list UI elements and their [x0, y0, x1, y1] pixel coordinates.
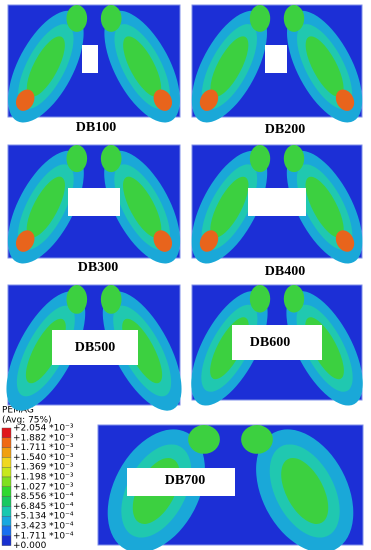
hot-spot — [199, 230, 219, 252]
opening — [52, 330, 138, 365]
hot-spot — [153, 230, 173, 252]
opening — [248, 188, 306, 216]
panel-label: DB300 — [78, 260, 118, 275]
legend-swatch — [1, 525, 12, 537]
legend-swatch — [1, 516, 12, 527]
legend-swatch — [1, 457, 12, 468]
contour-band — [26, 176, 65, 238]
hot-spot — [153, 89, 173, 111]
contour-band — [66, 145, 88, 173]
legend-label: +1.027 *10⁻³ — [13, 482, 74, 492]
legend-title: PEMAG — [2, 406, 34, 416]
legend-label: +3.423 *10⁻⁴ — [13, 522, 74, 532]
legend-label: +2.054 *10⁻³ — [13, 424, 74, 434]
contour-band — [188, 425, 220, 454]
contour-band — [100, 145, 122, 173]
legend-label: +5.134 *10⁻⁴ — [13, 512, 74, 522]
opening — [82, 45, 98, 73]
contour-band — [283, 285, 305, 313]
legend-label: +1.711 *10⁻³ — [13, 443, 74, 453]
contour-band — [66, 285, 88, 314]
contour-band — [249, 285, 271, 313]
contour-band — [305, 176, 344, 238]
contour-band — [305, 36, 344, 97]
opening — [232, 325, 322, 360]
legend-label: +1.198 *10⁻³ — [13, 473, 74, 483]
panel-label: DB600 — [250, 335, 290, 350]
panel-label: DB700 — [165, 473, 205, 488]
legend-label: +1.882 *10⁻³ — [13, 433, 74, 443]
contour-band — [249, 145, 271, 173]
legend-swatch — [1, 506, 12, 517]
legend-swatch — [1, 447, 12, 458]
hot-spot — [15, 89, 35, 111]
contour-band — [241, 425, 273, 454]
contour-band — [283, 5, 305, 32]
hot-spot — [335, 89, 355, 111]
contour-band — [66, 5, 88, 32]
legend-label: +6.845 *10⁻⁴ — [13, 502, 74, 512]
panel-label: DB100 — [76, 120, 116, 135]
legend-label: +1.711 *10⁻⁴ — [13, 531, 74, 541]
contour-band — [100, 285, 122, 314]
legend-label: +1.540 *10⁻³ — [13, 453, 74, 463]
legend-swatch — [1, 486, 12, 497]
legend-label: +8.556 *10⁻⁴ — [13, 492, 74, 502]
panel-label: DB200 — [265, 122, 305, 137]
contour-band — [123, 176, 162, 238]
hot-spot — [15, 230, 35, 252]
legend-swatch — [1, 476, 12, 488]
contour-band — [100, 5, 122, 32]
panel-label: DB500 — [75, 340, 115, 355]
contour-band — [283, 145, 305, 173]
contour-band — [210, 36, 249, 97]
panel-label: DB400 — [265, 264, 305, 279]
contour-band — [281, 458, 329, 524]
contour-band — [26, 36, 65, 97]
opening — [265, 45, 287, 73]
legend-swatch — [1, 427, 12, 439]
legend-swatch — [1, 496, 12, 507]
legend-label: +0.000 — [13, 541, 47, 550]
legend-label: +1.369 *10⁻³ — [13, 463, 74, 473]
opening — [68, 188, 120, 216]
contour-band — [249, 5, 271, 32]
hot-spot — [199, 89, 219, 111]
legend-subtitle: (Avg: 75%) — [2, 416, 52, 426]
legend-swatch — [1, 467, 12, 478]
opening — [127, 468, 235, 496]
hot-spot — [335, 230, 355, 252]
legend-swatch — [1, 437, 12, 448]
contour-band — [210, 176, 249, 238]
contour-band — [123, 36, 162, 97]
legend-swatch — [1, 535, 12, 546]
